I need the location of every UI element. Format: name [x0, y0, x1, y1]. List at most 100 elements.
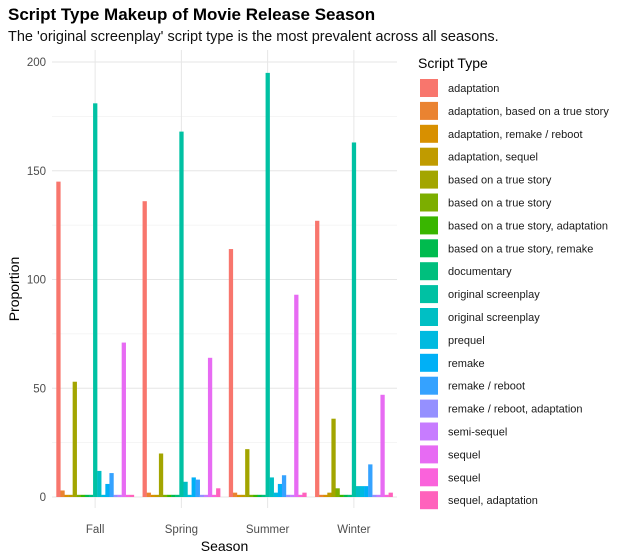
legend-key	[420, 445, 438, 464]
legend-label: sequel	[448, 449, 480, 461]
bar	[129, 494, 135, 497]
legend-key	[420, 193, 438, 212]
bar	[290, 494, 295, 497]
bar	[286, 494, 291, 497]
bar	[171, 494, 176, 497]
legend-title: Script Type	[418, 55, 488, 71]
bar	[343, 494, 348, 497]
bar	[277, 483, 283, 497]
legend-key	[420, 491, 438, 510]
bar	[105, 483, 110, 497]
bar	[64, 494, 69, 497]
bar	[207, 357, 213, 497]
bar	[384, 494, 389, 497]
bar	[183, 481, 188, 497]
bar	[158, 453, 164, 497]
bar	[249, 494, 254, 497]
bar	[175, 494, 180, 497]
bar	[88, 494, 94, 497]
legend-key	[420, 124, 438, 143]
y-tick-label: 0	[40, 492, 46, 504]
bar	[376, 494, 381, 497]
legend-label: remake / reboot, adaptation	[448, 404, 583, 416]
y-axis-label: Proportion	[6, 257, 22, 322]
y-tick-labels: 0 50 100 150 200	[27, 57, 46, 504]
y-tick-label: 200	[27, 57, 46, 69]
bar	[216, 488, 221, 497]
bar	[179, 131, 184, 497]
legend-label: prequel	[448, 335, 485, 347]
bar	[241, 494, 246, 497]
legend-label: adaptation, sequel	[448, 152, 538, 164]
bar	[167, 494, 172, 497]
bar	[261, 494, 266, 497]
bar	[162, 494, 168, 497]
bar	[327, 492, 332, 497]
legend-label: documentary	[448, 266, 512, 278]
legend-label: based on a true story, remake	[448, 243, 593, 255]
legend-key	[420, 79, 438, 97]
legend: Script Type adaptation adaptation, based …	[418, 55, 609, 510]
legend-key	[420, 376, 438, 395]
bar	[351, 142, 357, 497]
bar	[388, 492, 393, 497]
legend-key	[420, 308, 438, 326]
bar	[380, 394, 385, 497]
legend-key	[420, 239, 438, 258]
bar	[109, 473, 114, 497]
bar	[236, 494, 242, 497]
legend-key	[420, 262, 438, 281]
bar	[80, 494, 86, 497]
bar	[253, 494, 258, 497]
bar	[335, 488, 340, 497]
x-tick-labels: Fall Spring Summer Winter	[86, 524, 371, 536]
bar	[142, 201, 147, 497]
bar	[269, 477, 274, 497]
bar	[84, 494, 90, 497]
bar	[257, 494, 262, 497]
legend-key	[420, 170, 438, 189]
bar	[212, 494, 217, 497]
y-tick-label: 150	[27, 166, 46, 178]
bar	[72, 381, 77, 497]
x-tick-label: Summer	[246, 524, 290, 536]
bar	[323, 494, 328, 497]
legend-key	[420, 353, 438, 372]
legend-label: remake / reboot	[448, 381, 525, 393]
bar	[191, 477, 196, 497]
legend-label: sequel	[448, 472, 480, 484]
bar	[93, 103, 98, 497]
legend-label: remake	[448, 358, 485, 370]
bar	[56, 181, 61, 497]
legend-label: based on a true story	[448, 198, 552, 210]
bar	[187, 494, 192, 497]
x-tick-label: Winter	[337, 524, 370, 536]
bar	[68, 494, 73, 497]
bar	[364, 486, 369, 497]
x-tick-label: Spring	[165, 524, 198, 536]
legend-label: adaptation	[448, 83, 499, 95]
legend-key	[420, 330, 438, 349]
bar	[360, 486, 365, 497]
legend-key	[420, 147, 438, 166]
legend-key	[420, 101, 438, 120]
legend-label: based on a true story, adaptation	[448, 220, 608, 232]
bar	[245, 449, 250, 497]
bar	[125, 494, 131, 497]
bar	[372, 494, 377, 497]
bar	[154, 494, 160, 497]
legend-key	[420, 399, 438, 418]
bar	[232, 492, 238, 497]
y-tick-label: 50	[33, 383, 46, 395]
legend-label: sequel, adaptation	[448, 495, 538, 507]
bar	[347, 494, 353, 497]
bar	[101, 494, 106, 497]
bar	[298, 494, 303, 497]
legend-label: original screenplay	[448, 289, 540, 301]
legend-label: semi-sequel	[448, 427, 507, 439]
bar	[355, 486, 361, 497]
legend-key	[420, 468, 438, 487]
bar	[331, 418, 336, 497]
bar	[76, 494, 82, 497]
